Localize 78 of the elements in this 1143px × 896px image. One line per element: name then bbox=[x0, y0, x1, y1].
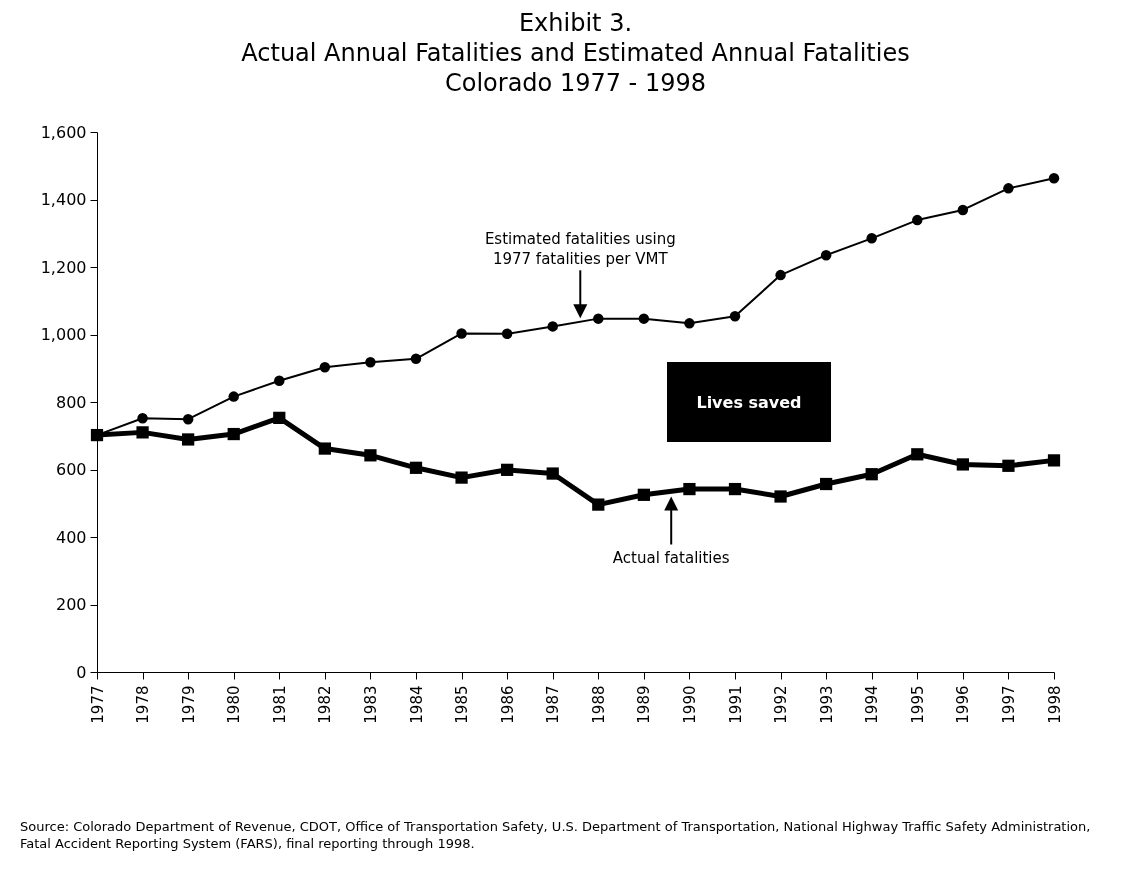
y-tick-label: 0 bbox=[76, 662, 87, 682]
point bbox=[957, 204, 969, 216]
point bbox=[318, 442, 331, 455]
point bbox=[274, 375, 285, 386]
annotation: Actual fatalities bbox=[612, 548, 730, 567]
point bbox=[273, 411, 286, 424]
annotation: Estimated fatalities using 1977 fatalities per VMT bbox=[484, 230, 676, 269]
point bbox=[593, 313, 604, 324]
x-tick-label: 1989 bbox=[635, 685, 654, 724]
x-tick-label: 1992 bbox=[772, 685, 791, 724]
point bbox=[1002, 459, 1015, 472]
y-tick-label: 1,000 bbox=[40, 325, 87, 344]
point bbox=[227, 427, 240, 441]
x-tick-label: 1978 bbox=[134, 685, 153, 724]
x-tick-label: 1991 bbox=[726, 685, 745, 724]
x-tick-label: 1986 bbox=[498, 685, 517, 724]
x-tick-label: 1990 bbox=[680, 685, 699, 724]
point bbox=[592, 498, 605, 511]
x-tick-label: 1979 bbox=[179, 685, 198, 724]
point bbox=[547, 321, 558, 332]
point bbox=[456, 328, 467, 339]
point bbox=[455, 471, 468, 484]
x-tick-label: 1994 bbox=[863, 685, 882, 724]
point bbox=[774, 490, 787, 503]
y-tick-label: 200 bbox=[55, 595, 87, 614]
point bbox=[501, 463, 514, 476]
label-box: Lives saved bbox=[667, 362, 831, 442]
y-tick-label: 1,400 bbox=[40, 190, 87, 209]
x-tick-label: 1993 bbox=[817, 685, 836, 724]
point bbox=[1003, 183, 1014, 194]
point bbox=[364, 449, 377, 462]
point bbox=[228, 391, 239, 402]
x-tick-label: 1996 bbox=[954, 685, 973, 724]
y-tick-label: 600 bbox=[55, 460, 87, 479]
point bbox=[365, 356, 376, 368]
point bbox=[820, 249, 832, 261]
x-tick-label: 1998 bbox=[1045, 685, 1064, 724]
point bbox=[1048, 173, 1060, 184]
point bbox=[728, 482, 742, 496]
x-tick-label: 1997 bbox=[999, 685, 1018, 724]
x-tick-label: 1983 bbox=[361, 685, 380, 724]
y-tick-label: 1,200 bbox=[40, 257, 87, 277]
point bbox=[319, 362, 331, 373]
x-tick-label: 1995 bbox=[908, 685, 927, 724]
point bbox=[546, 467, 559, 480]
point bbox=[775, 269, 786, 281]
x-tick-label: 1984 bbox=[407, 685, 426, 724]
point bbox=[865, 468, 878, 481]
point bbox=[1047, 454, 1061, 467]
point bbox=[182, 433, 195, 446]
point bbox=[684, 318, 695, 329]
x-tick-label: 1982 bbox=[316, 685, 335, 724]
point bbox=[410, 353, 422, 365]
point bbox=[911, 448, 924, 461]
point bbox=[638, 313, 650, 324]
point bbox=[501, 328, 513, 340]
point bbox=[956, 458, 969, 471]
point bbox=[820, 477, 833, 491]
point bbox=[137, 412, 148, 424]
x-tick-label: 1988 bbox=[589, 685, 608, 724]
point bbox=[866, 233, 877, 244]
x-tick-label: 1987 bbox=[544, 685, 563, 724]
point bbox=[409, 461, 423, 474]
x-tick-label: 1981 bbox=[270, 685, 289, 724]
point bbox=[182, 413, 194, 425]
point bbox=[683, 482, 696, 496]
y-tick-label: 400 bbox=[55, 527, 87, 547]
x-tick-label: 1980 bbox=[225, 685, 244, 724]
point bbox=[729, 311, 741, 322]
point bbox=[637, 488, 650, 501]
y-tick-label: 1,600 bbox=[40, 122, 87, 142]
x-tick-label: 1977 bbox=[88, 685, 107, 724]
point bbox=[912, 214, 923, 226]
point bbox=[136, 426, 149, 439]
x-tick-label: 1985 bbox=[453, 685, 472, 724]
y-tick-label: 800 bbox=[55, 392, 87, 412]
source-note: Source: Colorado Department of Revenue, CDOT, Office of Transportation Safety, U.S. Department of Transportation, National Highway Traffic Safety Administration, Fatal Accident Reporting System (FARS), final reporting through 1998. bbox=[20, 818, 1092, 852]
chart-title: Exhibit 3. Actual Annual Fatalities and Estimated Annual Fatalities Colorado 1977 - 1998 bbox=[241, 9, 910, 97]
